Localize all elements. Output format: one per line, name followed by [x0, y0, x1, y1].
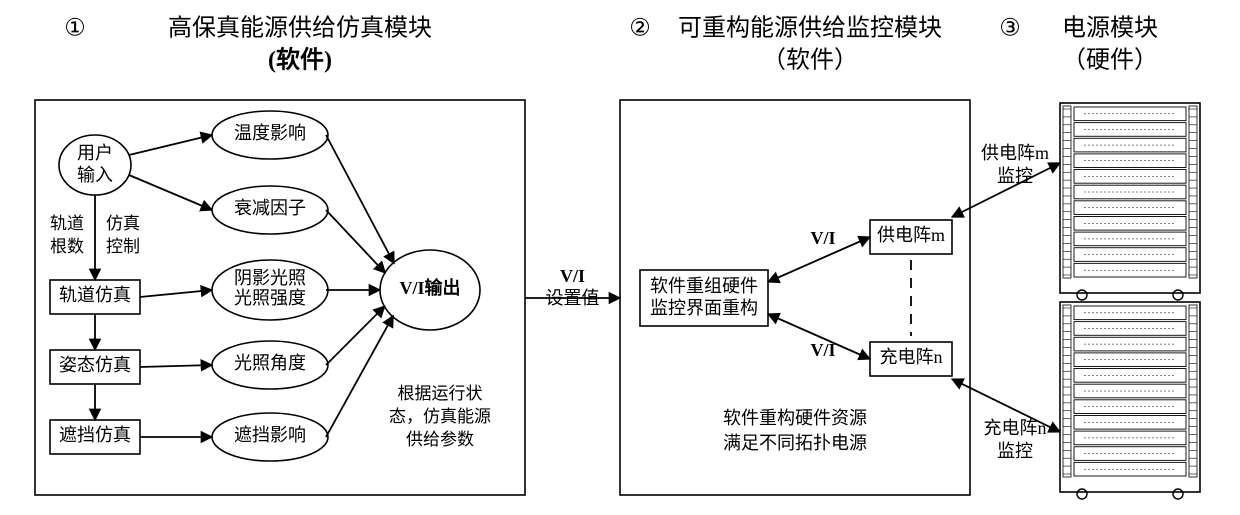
sim-ctrl-a: 仿真 [106, 214, 140, 233]
shadow-l1: 阴影光照 [234, 268, 306, 288]
rack2-label-a: 充电阵n [984, 418, 1047, 438]
module3-sub: （硬件） [1062, 47, 1158, 74]
arrow [326, 306, 385, 365]
m2-note2: 满足不同拓扑电源 [723, 433, 867, 453]
arrow [140, 365, 212, 367]
note-2: 态，仿真能源 [389, 407, 491, 426]
rack1-label-b: 监控 [997, 166, 1033, 186]
rack2-label-b: 监控 [997, 441, 1033, 461]
arrow [326, 316, 393, 437]
orbit-num-b: 根数 [50, 237, 84, 256]
module1-sub: (软件) [268, 46, 332, 74]
reconf-l2: 监控界面重构 [650, 298, 758, 318]
occEff-label: 遮挡影响 [234, 425, 306, 445]
note-3: 供给参数 [406, 430, 474, 449]
track-label: 轨道仿真 [59, 285, 131, 305]
supply-label: 供电阵m [877, 225, 945, 245]
reconf-l1: 软件重组硬件 [650, 276, 758, 296]
arrow [129, 175, 212, 210]
vi-top: V/I [810, 228, 835, 248]
shadow-l2: 光照强度 [234, 288, 306, 308]
occ-label: 遮挡仿真 [59, 425, 131, 445]
m2-note1: 软件重构硬件资源 [723, 408, 867, 428]
rack1-label-a: 供电阵m [981, 143, 1049, 163]
rack-2 [1060, 302, 1200, 499]
user-input-l2: 输入 [77, 165, 113, 185]
module3-num: ③ [999, 16, 1021, 42]
rack-1 [1060, 103, 1200, 300]
arrow [140, 290, 212, 297]
arrow [326, 135, 394, 264]
transfer-set: 设置值 [546, 288, 600, 308]
pose-label: 姿态仿真 [59, 355, 131, 375]
charge-label: 充电阵n [880, 347, 943, 367]
temp-label: 温度影响 [234, 123, 306, 143]
module2-sub: （软件） [762, 47, 858, 74]
transfer-vi: V/I [560, 266, 585, 286]
arrow [129, 135, 212, 155]
sim-ctrl-b: 控制 [106, 237, 140, 256]
module1-num: ① [64, 16, 86, 42]
orbit-num-a: 轨道 [50, 214, 84, 233]
vi-bot: V/I [810, 340, 835, 360]
angle-label: 光照角度 [234, 353, 306, 373]
module2-num: ② [629, 16, 651, 42]
module2-title: 可重构能源供给监控模块 [678, 15, 942, 42]
vi-output-label: V/I输出 [399, 277, 460, 298]
decay-label: 衰减因子 [234, 198, 306, 218]
user-input-l1: 用户 [77, 143, 113, 163]
note-1: 根据运行状 [398, 384, 483, 403]
arrow [326, 210, 385, 273]
module1-title: 高保真能源供给仿真模块 [168, 15, 432, 42]
module3-title: 电源模块 [1062, 15, 1158, 42]
